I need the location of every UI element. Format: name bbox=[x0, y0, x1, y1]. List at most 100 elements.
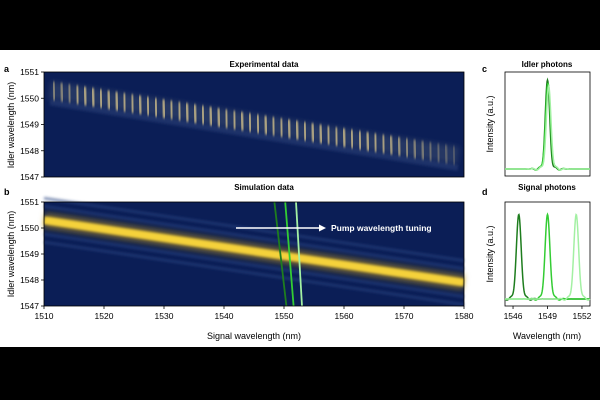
y-tick-label-1548: 1548 bbox=[20, 275, 39, 285]
spectrum-d bbox=[504, 212, 591, 301]
title-c: Idler photons bbox=[522, 60, 573, 69]
ridge-fringe bbox=[153, 97, 159, 118]
ridge-fringe bbox=[231, 110, 237, 130]
ridge-fringe bbox=[420, 140, 426, 160]
title-a: Experimental data bbox=[230, 60, 299, 69]
panel-label-a: a bbox=[4, 64, 10, 74]
x-axis-d: 1546 1549 1552 bbox=[504, 306, 592, 321]
ridge-fringe bbox=[145, 96, 151, 116]
ridge-fringe bbox=[200, 105, 206, 125]
panel-label-d: d bbox=[482, 187, 488, 197]
ridge-fringe bbox=[192, 104, 198, 124]
y-tick-label-1550: 1550 bbox=[20, 223, 39, 233]
ridge-fringe bbox=[412, 139, 418, 159]
ridge-fringe bbox=[326, 125, 331, 145]
pump-tuning-label: Pump wavelength tuning bbox=[331, 223, 432, 233]
panel-c: Intensity (a.u.) bbox=[485, 71, 591, 177]
y-tick-label-1547: 1547 bbox=[20, 301, 39, 311]
x-tick-label-1510: 1510 bbox=[35, 311, 54, 321]
y-axis-label-b: Idler wavelength (nm) bbox=[6, 211, 16, 298]
ridge-fringe bbox=[137, 95, 143, 115]
ridge-fringe bbox=[318, 124, 324, 144]
y-axis-label-c: Intensity (a.u.) bbox=[485, 95, 495, 152]
sidelobe-stripe bbox=[43, 240, 465, 307]
ridge-fringe bbox=[365, 131, 371, 152]
ridge-fringe bbox=[216, 107, 222, 128]
y-tick-label-1549: 1549 bbox=[20, 249, 39, 259]
figure-svg: a b c d Experimental data Simulation dat… bbox=[4, 60, 592, 341]
ridge-fringe bbox=[271, 116, 277, 136]
y-tick-label-1551: 1551 bbox=[20, 197, 39, 207]
panel-label-b: b bbox=[4, 187, 10, 197]
ridge-fringe bbox=[82, 86, 88, 106]
sidelobe-stripe bbox=[43, 204, 465, 271]
ridge-fringe bbox=[255, 114, 261, 134]
ridge-fringe bbox=[443, 144, 449, 164]
ridge-fringe bbox=[90, 87, 96, 107]
ridge-fringe bbox=[239, 111, 245, 131]
x-tick-label-1540: 1540 bbox=[215, 311, 234, 321]
pump-tuning-arrowhead bbox=[319, 224, 326, 232]
spectrum-series-3 bbox=[505, 83, 590, 171]
ridge-fringe bbox=[294, 120, 300, 140]
spectrum-c bbox=[505, 77, 590, 171]
panel-d: 1546 1549 1552 Intensity (a.u.) Wavelength… bbox=[485, 201, 592, 341]
y-axis-label-d: Intensity (a.u.) bbox=[485, 225, 495, 282]
ridge-fringe bbox=[129, 94, 135, 114]
ridge-fringe bbox=[451, 145, 457, 165]
heatmap-b-sidelobes bbox=[43, 196, 465, 307]
y-tick-label-1550: 1550 bbox=[20, 93, 39, 103]
pump-tuning-annotation: Pump wavelength tuning bbox=[236, 223, 432, 233]
spectrum-series-3 bbox=[505, 213, 591, 301]
ridge-fringe bbox=[263, 115, 269, 135]
y-axis-b: 1547 1548 1549 1550 1551 bbox=[20, 197, 44, 311]
ridge-sidelobe bbox=[49, 99, 459, 171]
x-tick-label-1570: 1570 bbox=[395, 311, 414, 321]
panel-a: 1547 1548 1549 1550 1551 Idler wavelength (n… bbox=[6, 67, 465, 182]
ridge-fringe bbox=[122, 92, 127, 112]
x-axis-b: 1510 1520 1530 1540 1550 1560 1570 1580 bbox=[35, 306, 474, 321]
x-tick-label-1560: 1560 bbox=[335, 311, 354, 321]
ridge-fringe bbox=[310, 123, 316, 143]
ridge-fringe bbox=[247, 112, 253, 133]
y-tick-label-1551: 1551 bbox=[20, 67, 39, 77]
ridge-fringe bbox=[388, 135, 394, 155]
pump-line-3 bbox=[295, 201, 303, 307]
ridge-fringe bbox=[373, 133, 379, 153]
ridge-fringe bbox=[435, 143, 441, 163]
ridge-fringe bbox=[106, 90, 112, 110]
x-tick-label-1552: 1552 bbox=[572, 311, 591, 321]
ridge-fringe bbox=[184, 102, 190, 123]
x-tick-label-1580: 1580 bbox=[455, 311, 474, 321]
x-axis-label-d: Wavelength (nm) bbox=[513, 331, 581, 341]
ridge-core bbox=[43, 216, 465, 287]
title-d: Signal photons bbox=[518, 183, 576, 192]
ridge-fringe bbox=[396, 136, 402, 157]
x-axis-label-b: Signal wavelength (nm) bbox=[207, 331, 301, 341]
pump-lines bbox=[273, 201, 303, 307]
ridge-fringe bbox=[208, 106, 214, 126]
pump-line-2 bbox=[284, 201, 295, 307]
figure: a b c d Experimental data Simulation dat… bbox=[0, 50, 600, 347]
x-tick-label-1546: 1546 bbox=[504, 311, 523, 321]
heatmap-a-ridge bbox=[48, 81, 460, 171]
ridge-fringe bbox=[161, 99, 167, 119]
y-tick-label-1548: 1548 bbox=[20, 146, 39, 156]
ridge-fringe bbox=[224, 109, 229, 129]
ridge-fringe bbox=[177, 101, 182, 121]
ridge-fringe bbox=[404, 138, 410, 158]
y-tick-label-1547: 1547 bbox=[20, 172, 39, 182]
panel-label-c: c bbox=[482, 64, 487, 74]
ridge-fringe bbox=[428, 141, 433, 162]
y-axis-a: 1547 1548 1549 1550 1551 bbox=[20, 67, 44, 182]
x-tick-label-1520: 1520 bbox=[95, 311, 114, 321]
ridge-fringe bbox=[341, 128, 347, 148]
heatmap-b-ridge bbox=[42, 212, 466, 291]
y-tick-label-1549: 1549 bbox=[20, 120, 39, 130]
ridge-fringe bbox=[279, 118, 284, 138]
ridge-fringe bbox=[98, 88, 104, 109]
ridge-fringe bbox=[51, 81, 57, 101]
sidelobe-stripe bbox=[43, 196, 465, 263]
x-tick-label-1549: 1549 bbox=[538, 311, 557, 321]
y-axis-label-a: Idler wavelength (nm) bbox=[6, 82, 16, 169]
